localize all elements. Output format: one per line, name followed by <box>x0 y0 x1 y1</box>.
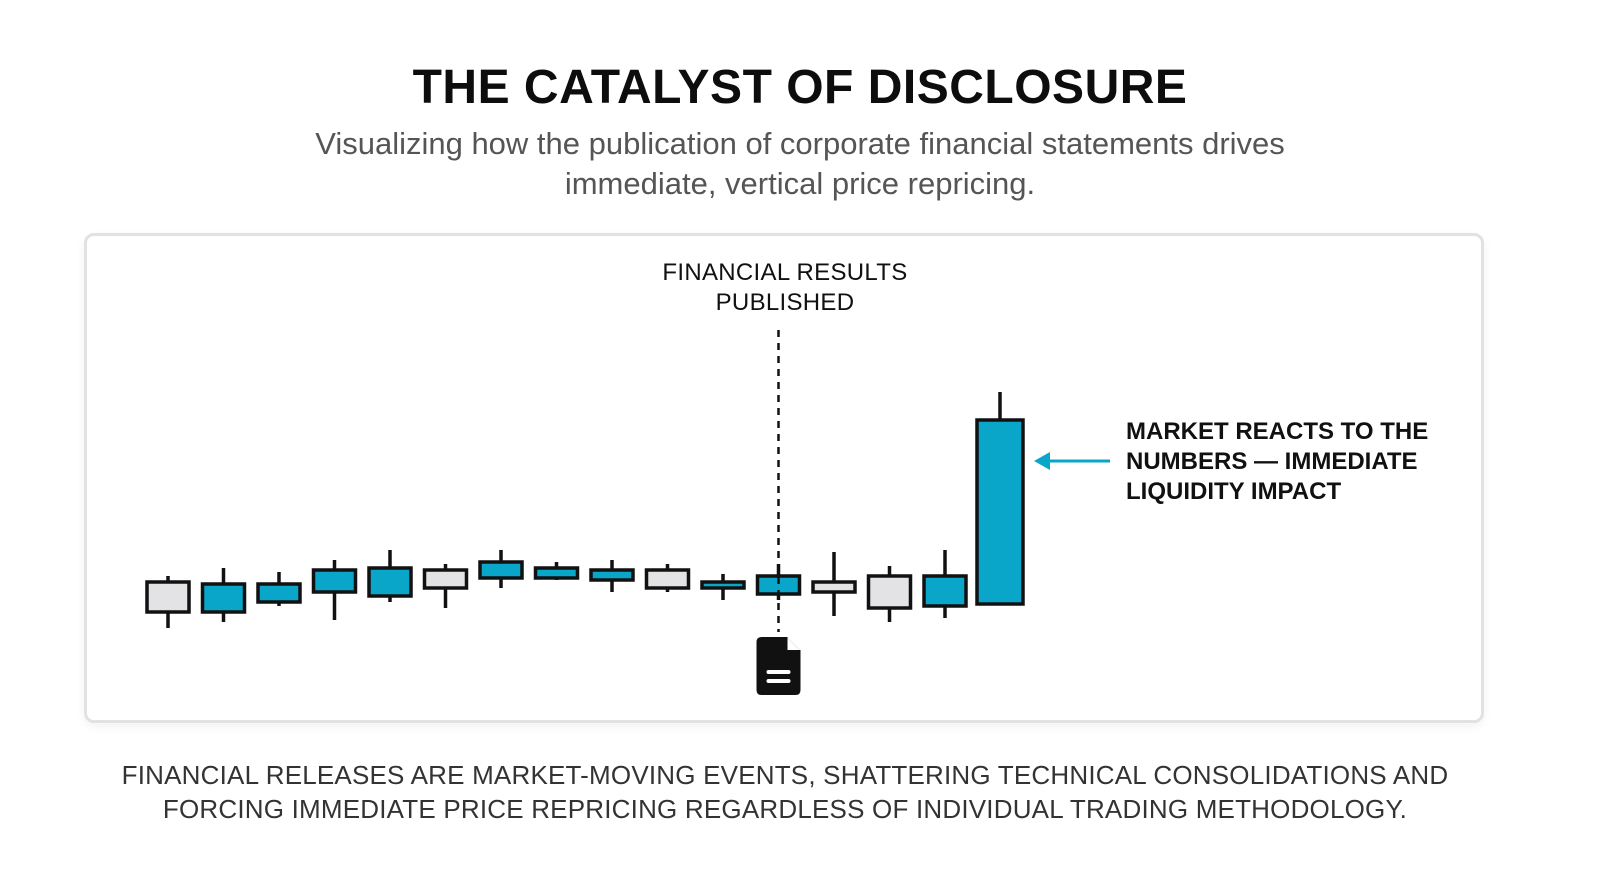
candle-9 <box>589 560 635 592</box>
candle-7 <box>478 550 524 588</box>
candle-body <box>811 580 857 594</box>
candle-body <box>311 568 358 594</box>
candle-2 <box>200 568 247 622</box>
candle-13 <box>811 552 857 616</box>
candle-body <box>145 580 191 614</box>
candle-5 <box>367 550 413 602</box>
candle-3 <box>256 572 302 606</box>
candle-6 <box>422 564 469 608</box>
candle-body <box>256 582 302 604</box>
reaction-label: MARKET REACTS TO THE NUMBERS — IMMEDIATE… <box>1126 418 1429 505</box>
candle-body <box>975 418 1025 606</box>
candle-body <box>866 574 913 610</box>
candles-layer <box>145 392 1025 628</box>
candle-1 <box>145 576 191 628</box>
document-line <box>766 679 791 683</box>
candle-15 <box>922 550 968 618</box>
candle-body <box>533 566 580 580</box>
footer-caption: FINANCIAL RELEASES ARE MARKET-MOVING EVE… <box>121 760 1449 824</box>
document-fold <box>785 637 801 652</box>
candle-4 <box>311 560 358 620</box>
candle-body <box>589 568 635 582</box>
candle-body <box>422 568 469 590</box>
candle-16 <box>975 392 1025 606</box>
candle-10 <box>644 564 691 592</box>
candle-body <box>922 574 968 608</box>
arrow-left-icon <box>1034 452 1110 470</box>
candle-body <box>700 580 746 590</box>
candle-11 <box>700 574 746 600</box>
event-label: FINANCIAL RESULTS PUBLISHED <box>662 259 908 316</box>
arrow-head <box>1034 452 1050 470</box>
candle-8 <box>533 562 580 580</box>
document-icon <box>756 637 801 695</box>
page-title: THE CATALYST OF DISCLOSURE <box>412 61 1188 114</box>
page-subtitle: Visualizing how the publication of corpo… <box>315 126 1285 201</box>
candle-body <box>644 568 691 590</box>
candle-body <box>200 582 247 614</box>
candle-14 <box>866 566 913 622</box>
document-line <box>766 670 791 674</box>
candle-body <box>478 560 524 580</box>
candle-body <box>367 566 413 598</box>
